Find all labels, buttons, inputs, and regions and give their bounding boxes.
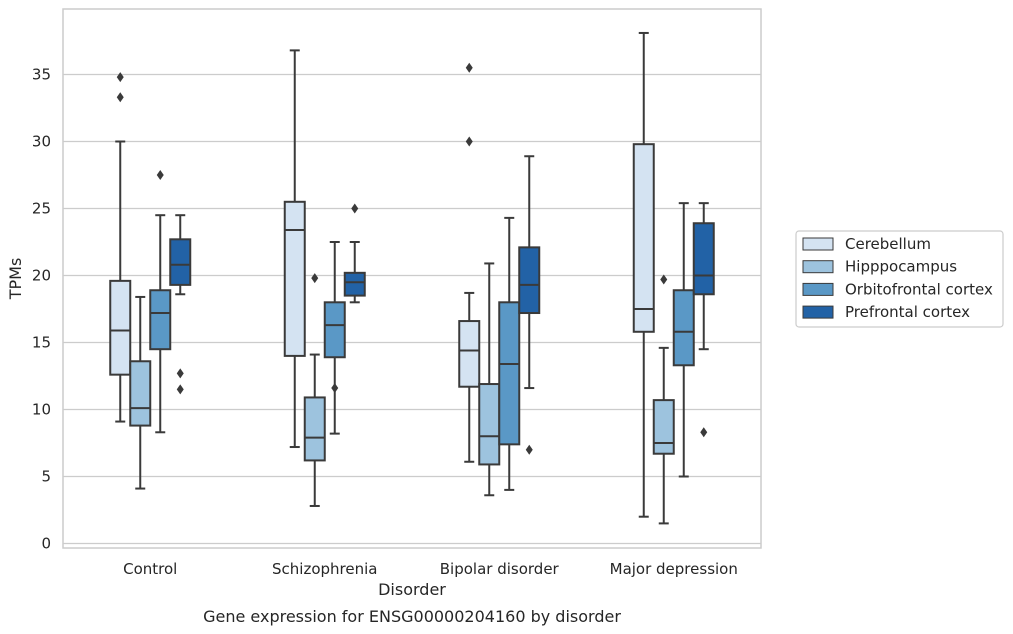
outlier-point [176,384,184,395]
legend-frame [795,230,1004,328]
box [632,143,655,333]
outlier-point [700,427,708,438]
outlier-point [176,368,184,379]
outlier-point [311,273,319,284]
box [323,301,346,359]
x-tick-label: Schizophrenia [272,560,377,578]
outlier-point [465,136,473,147]
outlier-point [660,274,668,285]
box [149,289,172,351]
legend-swatch [802,260,834,274]
y-tick-label: 30 [32,133,51,151]
outlier-point [116,72,124,83]
y-tick-label: 10 [32,401,51,419]
y-tick-label: 15 [32,334,51,352]
outlier-point [156,170,164,180]
outlier-point [465,62,473,73]
x-tick-label: Major depression [610,560,738,578]
x-axis-label: Disorder [378,580,446,599]
box [652,399,675,455]
y-tick-label: 0 [41,535,51,553]
box-series [109,31,715,525]
box [343,271,366,297]
y-tick-label: 35 [32,66,51,84]
box [692,222,715,296]
box [672,289,695,367]
plot-area-frame [62,8,762,549]
box [303,396,326,462]
outlier-point [351,203,359,214]
legend-swatch [802,237,834,251]
legend-label: Orbitofrontal cortex [845,280,993,298]
legend-label: Hipppocampus [845,258,957,276]
box [129,360,152,427]
y-tick-label: 20 [32,267,51,285]
x-tick-label: Bipolar disorder [440,560,560,578]
outlier-point [331,383,339,394]
legend-swatch [802,305,834,319]
series-prefrontal-cortex [169,155,715,455]
y-tick-label: 5 [41,468,51,486]
legend-swatch [802,282,834,296]
outlier-point [525,444,533,455]
y-tick-label: 25 [32,200,51,218]
x-axis-ticks: Control Schizophrenia Bipolar disorder Majo… [123,560,738,578]
box [283,200,306,357]
box [478,383,501,466]
series-cerebellum [109,31,655,518]
legend-label: Cerebellum [845,235,931,253]
x-tick-label: Control [123,560,177,578]
y-axis-label: TPMs [6,258,25,301]
box [458,320,481,388]
chart-caption: Gene expression for ENSG00000204160 by d… [203,607,621,626]
box [109,279,132,376]
box [169,238,192,286]
legend: Cerebellum Hipppocampus Orbitofrontal cort… [795,230,1004,328]
legend-label: Prefrontal cortex [845,303,970,321]
box [498,301,521,446]
series-hipppocampus [129,262,675,525]
series-orbitofrontal-cortex [149,170,695,491]
box [518,246,541,315]
y-axis-ticks: 0 5 10 15 20 25 30 35 [32,66,51,553]
outlier-point [116,92,124,103]
